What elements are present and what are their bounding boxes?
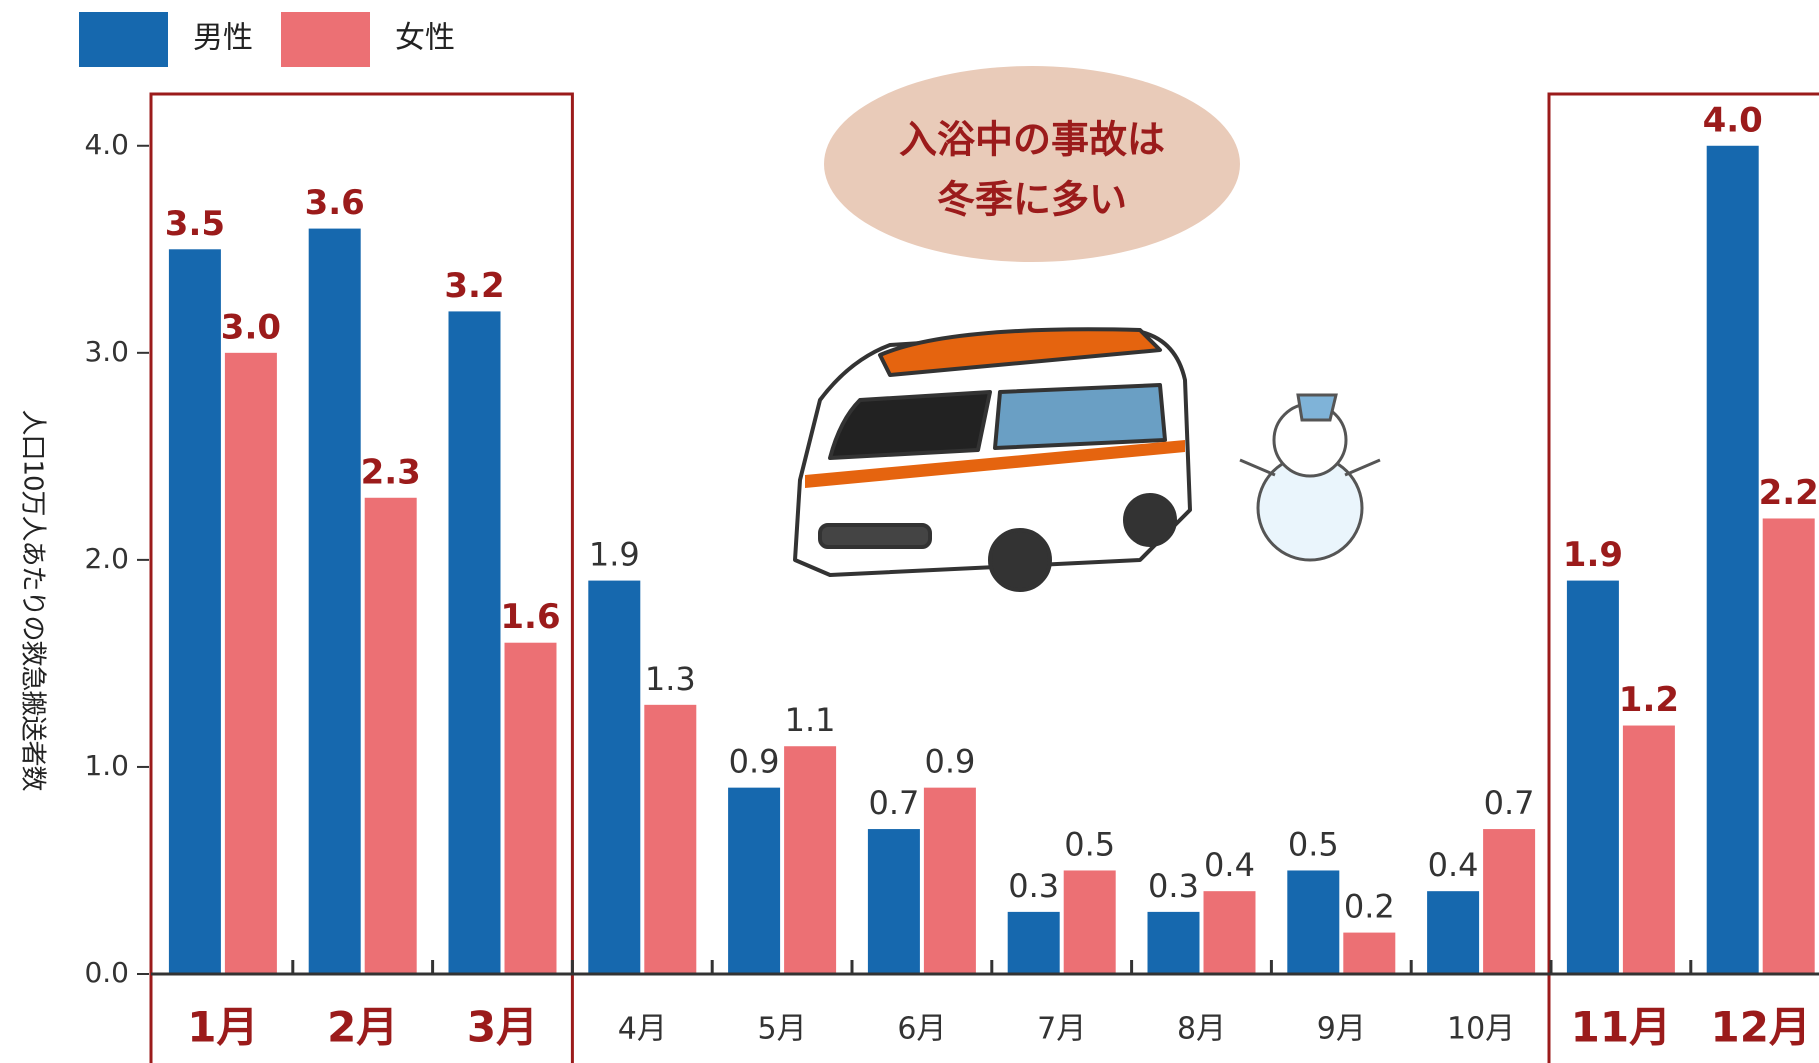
bar <box>924 788 976 974</box>
data-label: 0.4 <box>1204 846 1255 884</box>
y-tick-label: 4.0 <box>84 128 129 161</box>
bar <box>1148 912 1200 974</box>
x-tick-label: 12月 <box>1710 1003 1810 1052</box>
data-label: 1.9 <box>1563 535 1623 575</box>
x-tick-label: 6月 <box>897 1012 946 1047</box>
data-label: 0.4 <box>1428 846 1479 884</box>
legend-label: 男性 <box>193 21 253 56</box>
data-label: 0.9 <box>729 743 780 781</box>
bar <box>588 581 640 974</box>
data-label: 0.5 <box>1288 825 1339 863</box>
bar <box>449 311 501 974</box>
y-tick-label: 2.0 <box>84 542 129 575</box>
legend-swatch <box>79 12 168 67</box>
data-label: 4.0 <box>1703 100 1763 140</box>
bar <box>365 498 417 974</box>
x-tick-label: 8月 <box>1177 1012 1226 1047</box>
data-label: 0.3 <box>1008 867 1059 905</box>
bar <box>1064 870 1116 974</box>
bar <box>1763 518 1815 974</box>
bar <box>1343 933 1395 974</box>
annotation: 冬季に多い <box>937 178 1127 222</box>
x-tick-label: 1月 <box>187 1003 258 1052</box>
x-tick-label: 3月 <box>467 1003 538 1052</box>
bar <box>225 353 277 974</box>
data-label: 0.2 <box>1344 888 1395 926</box>
bar <box>169 249 221 974</box>
bar <box>309 229 361 974</box>
bar <box>1204 891 1256 974</box>
bar <box>868 829 920 974</box>
data-label: 0.5 <box>1064 825 1115 863</box>
legend-swatch <box>281 12 370 67</box>
data-label: 0.7 <box>868 784 919 822</box>
bar <box>728 788 780 974</box>
y-axis-label: 人口10万人あたりの救急搬送者数 <box>18 409 48 791</box>
ambulance-illustration <box>795 329 1190 590</box>
y-tick-label: 0.0 <box>84 956 129 989</box>
data-label: 2.3 <box>361 452 421 492</box>
data-label: 3.5 <box>165 204 225 244</box>
x-tick-label: 9月 <box>1317 1012 1366 1047</box>
bar <box>1427 891 1479 974</box>
data-label: 1.1 <box>785 701 836 739</box>
legend-label: 女性 <box>395 21 455 56</box>
data-label: 1.3 <box>645 660 696 698</box>
bar <box>1008 912 1060 974</box>
data-label: 3.6 <box>305 183 365 223</box>
bar <box>1567 581 1619 974</box>
y-tick-label: 1.0 <box>84 749 129 782</box>
data-label: 1.6 <box>500 597 560 637</box>
bar <box>1287 870 1339 974</box>
bar <box>1483 829 1535 974</box>
bar <box>505 643 557 974</box>
annotation: 入浴中の事故は <box>899 118 1165 162</box>
x-tick-label: 2月 <box>327 1003 398 1052</box>
data-label: 1.2 <box>1619 680 1679 720</box>
bar <box>784 746 836 974</box>
data-label: 0.9 <box>924 743 975 781</box>
x-tick-label: 7月 <box>1037 1012 1086 1047</box>
data-label: 0.3 <box>1148 867 1199 905</box>
data-label: 1.9 <box>589 536 640 574</box>
annotation-bubble <box>824 66 1240 262</box>
y-tick-label: 3.0 <box>84 335 129 368</box>
data-label: 3.2 <box>444 266 504 306</box>
data-label: 2.2 <box>1759 473 1819 513</box>
bar <box>644 705 696 974</box>
chart: 入浴中の事故は 冬季に多い 人口10万人あたりの救急搬送者数 男性 女性 0.0 1.… <box>0 0 1819 1063</box>
x-tick-label: 4月 <box>618 1012 667 1047</box>
data-label: 3.0 <box>221 307 281 347</box>
bar <box>1623 726 1675 974</box>
x-tick-label: 10月 <box>1447 1012 1515 1047</box>
x-tick-label: 11月 <box>1571 1003 1671 1052</box>
x-tick-label: 5月 <box>758 1012 807 1047</box>
data-label: 0.7 <box>1484 784 1535 822</box>
bar <box>1707 146 1759 974</box>
snowman-illustration <box>1240 395 1380 560</box>
